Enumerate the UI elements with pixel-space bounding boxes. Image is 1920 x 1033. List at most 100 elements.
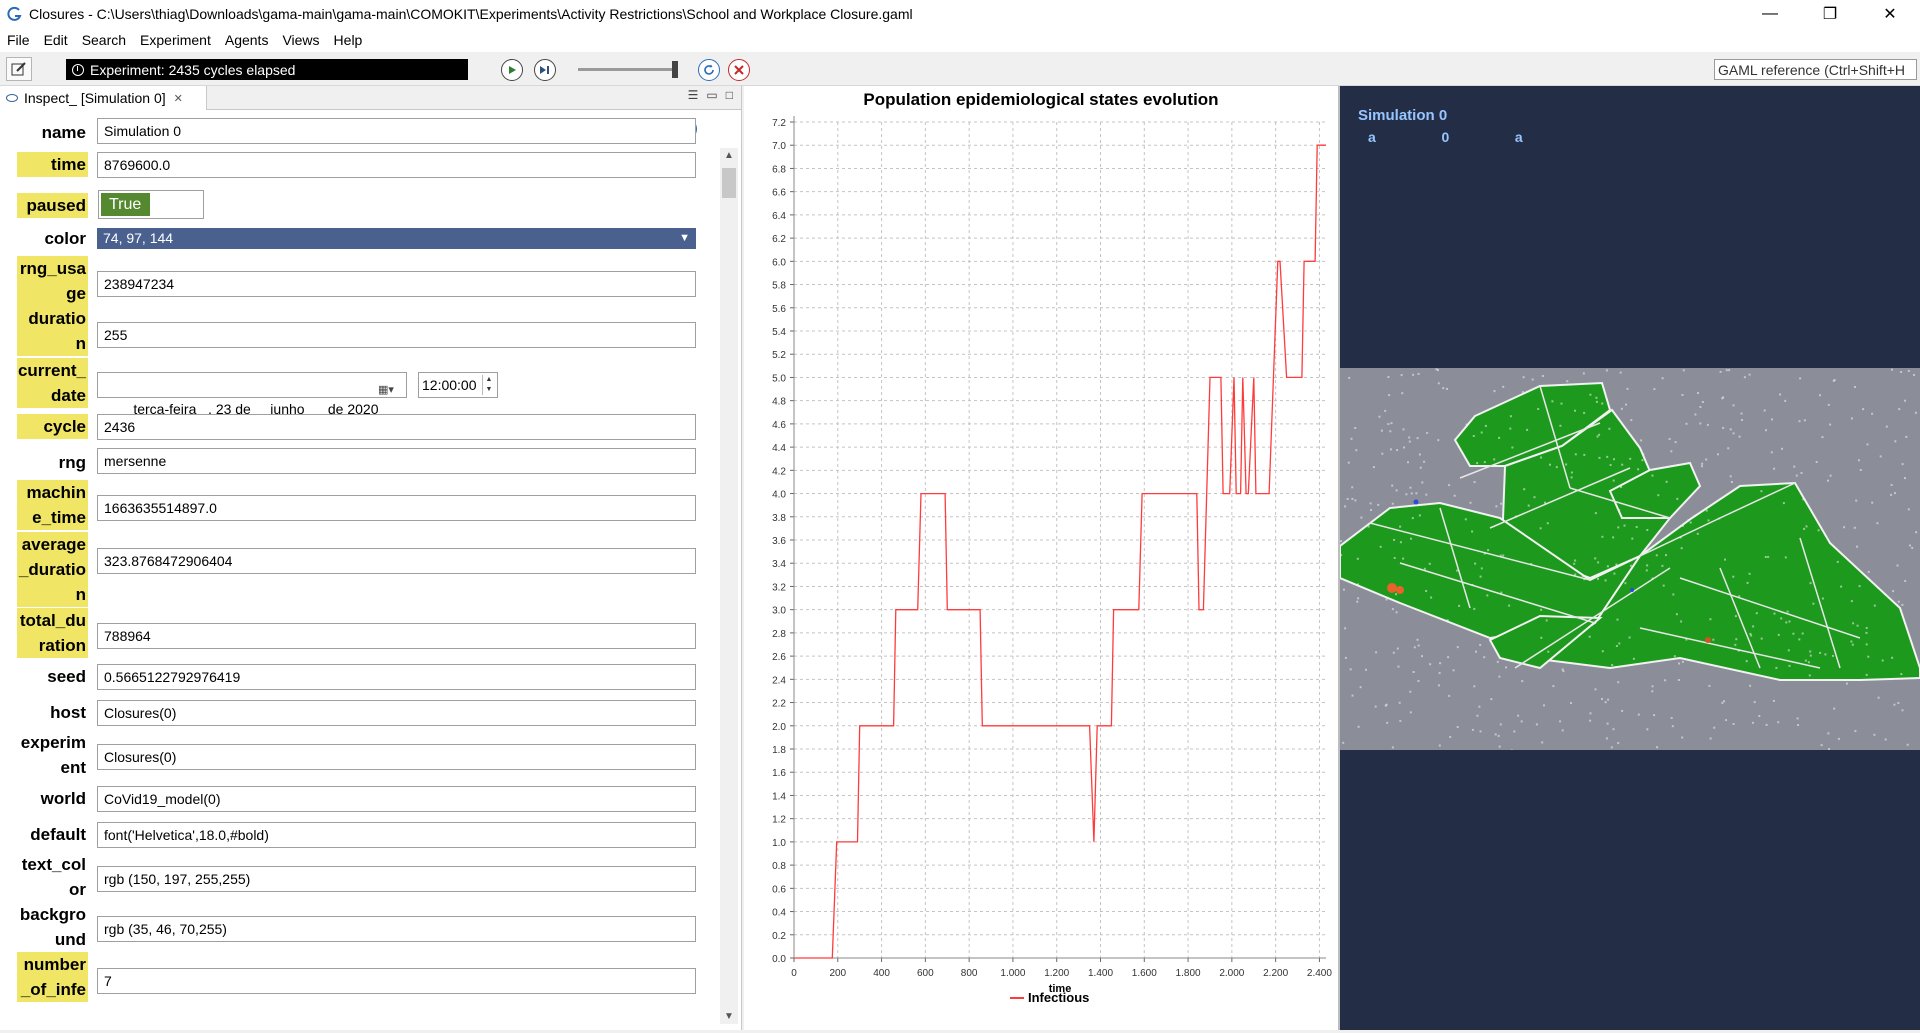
building-gap bbox=[1809, 654, 1812, 657]
attr-value-text-color[interactable]: rgb (150, 197, 255,255) bbox=[97, 866, 696, 892]
building-gap bbox=[1439, 662, 1442, 665]
building-gap bbox=[1884, 738, 1887, 741]
time-spinner[interactable]: 12:00:00 ▲ ▼ bbox=[418, 372, 498, 398]
building-gap bbox=[1850, 600, 1853, 603]
building-gap bbox=[1851, 643, 1854, 646]
attr-value-world[interactable]: CoVid19_model(0) bbox=[97, 786, 696, 812]
attr-value-experiment[interactable]: Closures(0) bbox=[97, 744, 696, 770]
scroll-up-icon[interactable]: ▲ bbox=[724, 150, 734, 161]
attr-value-duration[interactable]: 255 bbox=[97, 322, 696, 348]
reload-button[interactable] bbox=[698, 59, 720, 81]
menu-agents[interactable]: Agents bbox=[224, 32, 269, 48]
attr-value-name[interactable]: Simulation 0 bbox=[97, 118, 696, 144]
date-picker[interactable]: terça-feira , 23 de junho de 2020 ▦▾ bbox=[97, 372, 407, 417]
y-tick-label: 4.4 bbox=[772, 443, 786, 454]
scrollbar-thumb[interactable] bbox=[722, 168, 736, 198]
building-gap bbox=[1545, 619, 1548, 622]
attr-value-default[interactable]: font('Helvetica',18.0,#bold) bbox=[97, 822, 696, 848]
building-gap bbox=[1752, 625, 1755, 628]
scroll-down-icon[interactable]: ▼ bbox=[724, 1011, 734, 1022]
building-gap bbox=[1891, 656, 1894, 659]
attr-value-rng-usage[interactable]: 238947234 bbox=[97, 271, 696, 297]
maximize-view-icon[interactable]: □ bbox=[725, 88, 733, 102]
building-gap bbox=[1411, 517, 1414, 520]
tab-close-icon[interactable]: ✕ bbox=[173, 92, 183, 105]
building-gap bbox=[1365, 668, 1367, 671]
building-gap bbox=[1354, 427, 1357, 429]
map-world[interactable] bbox=[1339, 368, 1920, 752]
attr-value-time[interactable]: 8769600.0 bbox=[97, 152, 696, 178]
inspector-scrollbar[interactable]: ▲ ▼ bbox=[720, 148, 738, 1024]
building-gap bbox=[1351, 694, 1354, 697]
paused-toggle[interactable]: True bbox=[98, 190, 204, 219]
y-tick-label: 4.6 bbox=[772, 420, 786, 431]
building-gap bbox=[1480, 431, 1483, 434]
menu-search[interactable]: Search bbox=[81, 32, 127, 48]
building-gap bbox=[1865, 643, 1868, 646]
building-gap bbox=[1914, 411, 1917, 414]
building-gap bbox=[1347, 461, 1350, 464]
chevron-down-icon[interactable]: ▼ bbox=[679, 232, 690, 244]
building-gap bbox=[1678, 679, 1680, 681]
step-button[interactable] bbox=[534, 59, 556, 81]
edit-model-icon[interactable] bbox=[6, 57, 32, 81]
close-icon[interactable]: ✕ bbox=[1883, 6, 1897, 23]
play-button[interactable] bbox=[501, 59, 523, 81]
gaml-reference-search[interactable]: GAML reference (Ctrl+Shift+H bbox=[1714, 59, 1917, 80]
building-gap bbox=[1911, 546, 1914, 549]
minimize-view-icon[interactable]: ▭ bbox=[706, 88, 718, 102]
building-gap bbox=[1909, 544, 1911, 547]
spinner-arrows-icon[interactable]: ▲ ▼ bbox=[482, 375, 495, 395]
attr-value-machine-time[interactable]: 1663635514897.0 bbox=[97, 495, 696, 521]
building-gap bbox=[1843, 526, 1846, 529]
building-gap bbox=[1473, 481, 1476, 484]
building-gap bbox=[1775, 666, 1778, 669]
attr-value-average-duration[interactable]: 323.8768472906404 bbox=[97, 548, 696, 574]
maximize-icon[interactable]: ❐ bbox=[1822, 6, 1838, 23]
y-tick-label: 1.4 bbox=[772, 791, 786, 802]
attr-label: world bbox=[40, 789, 86, 808]
building-gap bbox=[1561, 668, 1564, 671]
building-gap bbox=[1349, 668, 1352, 671]
speed-slider[interactable] bbox=[578, 68, 678, 71]
color-picker[interactable]: 74, 97, 144 ▼ bbox=[97, 228, 696, 249]
attr-value-host[interactable]: Closures(0) bbox=[97, 700, 696, 726]
attr-value-seed[interactable]: 0.5665122792976419 bbox=[97, 664, 696, 690]
attr-value-total-duration[interactable]: 788964 bbox=[97, 623, 696, 649]
building-gap bbox=[1821, 436, 1824, 439]
tab-inspect-simulation[interactable]: Inspect_ [Simulation 0] ✕ bbox=[0, 86, 207, 110]
building-gap bbox=[1862, 408, 1865, 411]
building-gap bbox=[1402, 428, 1405, 431]
close-experiment-button[interactable] bbox=[728, 59, 750, 81]
menu-help[interactable]: Help bbox=[333, 32, 363, 48]
building-gap bbox=[1513, 730, 1516, 733]
road bbox=[1569, 487, 1671, 519]
building-gap bbox=[1779, 393, 1782, 396]
minimize-icon[interactable]: — bbox=[1762, 5, 1778, 22]
district-northeast bbox=[1608, 461, 1702, 519]
attr-value-cycle[interactable]: 2436 bbox=[97, 414, 696, 440]
building-gap bbox=[1786, 610, 1789, 613]
speed-slider-thumb[interactable] bbox=[672, 61, 678, 78]
time-value: 12:00:00 bbox=[422, 377, 477, 393]
menu-file[interactable]: File bbox=[7, 32, 30, 48]
building-gap bbox=[1442, 387, 1445, 390]
building-gap bbox=[1618, 642, 1621, 645]
menu-experiment[interactable]: Experiment bbox=[140, 32, 211, 48]
city-map[interactable] bbox=[1339, 368, 1920, 752]
building-gap bbox=[1901, 709, 1904, 712]
building-gap bbox=[1478, 705, 1481, 708]
building-gap bbox=[1560, 402, 1563, 405]
building-gap bbox=[1604, 701, 1607, 704]
y-tick-label: 7.2 bbox=[772, 118, 786, 129]
calendar-dropdown-icon[interactable]: ▦▾ bbox=[378, 384, 394, 396]
attr-value-number-of-infected[interactable]: 7 bbox=[97, 968, 696, 994]
menu-views[interactable]: Views bbox=[282, 32, 320, 48]
menu-edit[interactable]: Edit bbox=[43, 32, 68, 48]
building-gap bbox=[1496, 660, 1499, 663]
attr-value-background[interactable]: rgb (35, 46, 70,255) bbox=[97, 916, 696, 942]
building-gap bbox=[1873, 733, 1876, 736]
attr-value-rng[interactable]: mersenne bbox=[97, 448, 696, 474]
view-menu-icon[interactable]: ☰ bbox=[687, 88, 699, 102]
building-gap bbox=[1867, 570, 1870, 573]
